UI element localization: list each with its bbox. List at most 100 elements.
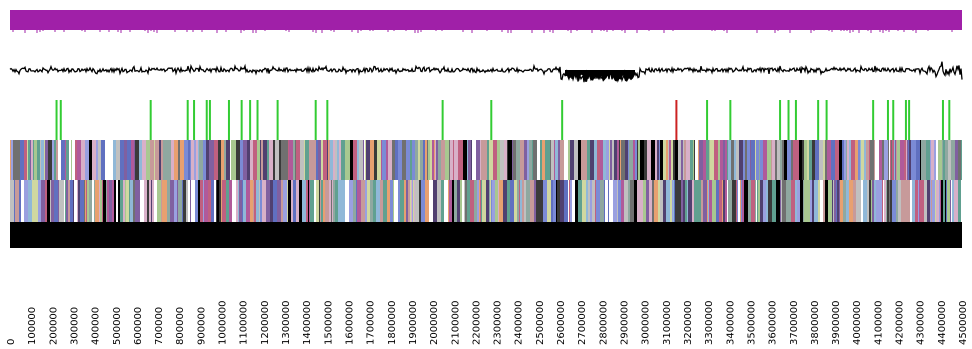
cog-stripe	[152, 180, 154, 222]
cog-stripe	[188, 140, 190, 180]
cog-stripe	[432, 140, 434, 180]
cog-stripe	[547, 180, 551, 222]
axis-tick-label: 0	[6, 339, 17, 345]
cog-stripe	[943, 180, 945, 222]
cog-stripe	[398, 180, 400, 222]
cog-stripe	[178, 180, 182, 222]
cog-stripe	[743, 140, 745, 180]
cog-stripe	[625, 140, 628, 180]
cog-stripe	[400, 180, 404, 222]
cog-stripe	[171, 140, 174, 180]
cog-stripe	[683, 180, 685, 222]
cog-stripe	[203, 180, 204, 222]
cog-stripe	[888, 180, 889, 222]
cog-stripe	[335, 140, 337, 180]
cog-stripe	[44, 140, 45, 180]
cog-stripe	[365, 180, 367, 222]
cog-stripe	[519, 180, 520, 222]
cog-stripe	[843, 180, 846, 222]
cog-stripe	[945, 140, 948, 180]
cog-stripe	[918, 180, 919, 222]
cog-stripe	[77, 180, 78, 222]
cog-stripe	[50, 180, 51, 222]
bottom-band	[10, 222, 962, 248]
cog-stripe	[556, 180, 557, 222]
cog-stripe	[520, 140, 524, 180]
cog-stripe	[898, 180, 901, 222]
cog-stripe	[886, 180, 887, 222]
cog-stripe	[195, 180, 198, 222]
cog-stripe	[604, 180, 605, 222]
cog-stripe	[386, 140, 388, 180]
cog-stripe	[906, 180, 910, 222]
cog-stripe	[428, 140, 430, 180]
cog-stripe	[658, 180, 660, 222]
cog-stripe	[211, 180, 214, 222]
cog-stripe	[659, 140, 660, 180]
cog-stripe	[508, 140, 512, 180]
cog-stripe	[920, 180, 924, 222]
cog-stripe	[536, 180, 540, 222]
cog-stripe	[232, 180, 236, 222]
cog-stripe	[36, 140, 37, 180]
cog-stripe	[712, 180, 716, 222]
cog-stripe	[412, 140, 415, 180]
axis-tick-label: 1200000	[260, 300, 271, 345]
cog-stripe	[896, 140, 897, 180]
cog-stripe	[600, 180, 604, 222]
cog-stripe	[892, 140, 894, 180]
cog-stripe	[269, 140, 273, 180]
cog-stripe	[946, 180, 947, 222]
cog-stripe	[534, 180, 536, 222]
axis-tick-label: 3000000	[641, 300, 652, 345]
cog-stripe	[763, 180, 766, 222]
cog-stripe	[685, 180, 687, 222]
cog-stripe	[570, 180, 572, 222]
cog-stripe	[406, 140, 410, 180]
cog-stripe	[882, 140, 884, 180]
cog-stripe	[123, 180, 125, 222]
cog-stripe	[804, 180, 806, 222]
cog-stripe	[226, 140, 230, 180]
cog-stripe	[395, 140, 398, 180]
cog-stripe	[45, 180, 47, 222]
axis-tick-label: 1000000	[218, 300, 229, 345]
cog-stripe	[17, 140, 20, 180]
cog-stripe	[846, 140, 847, 180]
cog-stripe	[772, 180, 776, 222]
cog-stripe	[596, 180, 600, 222]
axis-tick-label: 1300000	[281, 300, 292, 345]
cog-stripe	[825, 180, 828, 222]
cog-stripe	[906, 140, 907, 180]
cog-stripe	[258, 140, 260, 180]
cog-stripe	[468, 140, 471, 180]
cog-stripe	[870, 140, 874, 180]
cog-stripe	[493, 140, 497, 180]
cog-stripe	[390, 180, 393, 222]
cog-stripe	[476, 140, 480, 180]
cog-stripe	[581, 140, 585, 180]
cog-stripe	[425, 180, 429, 222]
cog-stripe	[260, 180, 262, 222]
cog-stripe	[410, 140, 412, 180]
cog-stripe	[73, 180, 74, 222]
cog-stripe	[373, 180, 376, 222]
cog-stripe	[638, 140, 640, 180]
cog-stripe	[618, 180, 621, 222]
cog-stripe	[568, 180, 569, 222]
cog-stripe	[797, 180, 800, 222]
cog-stripe	[116, 180, 118, 222]
cog-stripe	[678, 180, 681, 222]
gc-content-track	[9, 61, 963, 83]
cog-stripe	[338, 180, 342, 222]
cog-stripe	[262, 180, 266, 222]
cog-stripe	[716, 180, 719, 222]
cog-stripe	[11, 140, 13, 180]
cog-stripe	[48, 140, 52, 180]
cog-stripe	[457, 180, 460, 222]
cog-track-forward	[10, 140, 962, 180]
cog-stripe	[445, 140, 449, 180]
cog-stripe	[376, 180, 380, 222]
cog-stripe	[788, 180, 791, 222]
